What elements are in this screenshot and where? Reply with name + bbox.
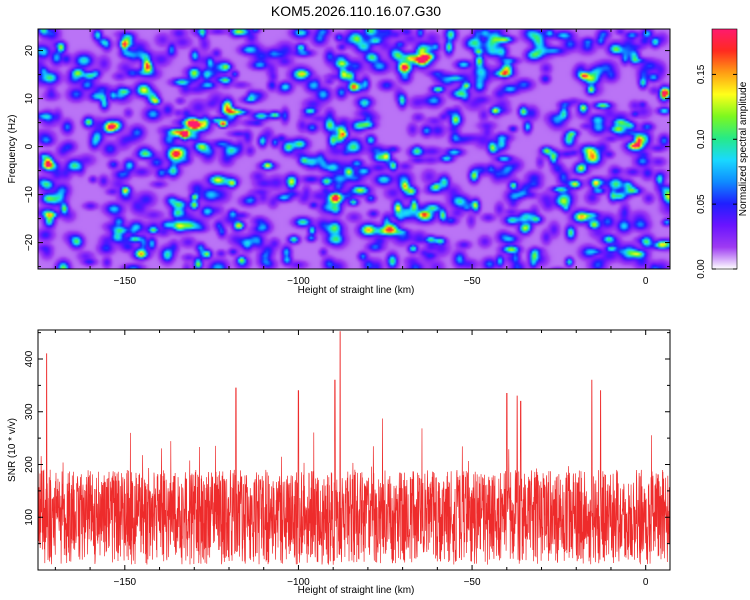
colorbar: 0.00 0.05 0.10 0.15 Normalized spectral amp… xyxy=(696,28,749,279)
colorbar-ticks: 0.00 0.05 0.10 0.15 xyxy=(696,64,737,279)
colorbar-gradient xyxy=(711,28,738,270)
spectrogram-x-axis-label: Height of straight line (km) xyxy=(298,285,415,296)
snr-x-tick-label: −150 xyxy=(114,577,137,588)
snr-series-line xyxy=(38,331,670,565)
spectrogram-x-tick-label: 0 xyxy=(643,276,649,287)
figure-title: KOM5.2026.110.16.07.G30 xyxy=(271,3,441,19)
snr-y-tick-label: 400 xyxy=(24,350,35,367)
spectrogram-y-tick-label: 0 xyxy=(24,143,35,149)
snr-ticks: −150 −100 −50 0 100 200 300 400 xyxy=(24,330,670,588)
colorbar-tick-label: 0.00 xyxy=(696,259,707,279)
spectrogram-y-axis-label: Frequency (Hz) xyxy=(7,115,18,184)
snr-y-axis-label: SNR (10 * v/v) xyxy=(7,418,18,482)
snr-y-tick-label: 300 xyxy=(24,403,35,420)
spectrogram-y-tick-label: 10 xyxy=(24,93,35,105)
colorbar-tick-label: 0.15 xyxy=(696,64,707,84)
colorbar-tick-label: 0.10 xyxy=(696,129,707,149)
spectrogram-x-tick-label: −150 xyxy=(114,276,137,287)
snr-x-tick-label: −100 xyxy=(287,577,310,588)
spectrogram-x-tick-label: −50 xyxy=(464,276,481,287)
snr-frame xyxy=(37,329,671,571)
snr-y-tick-label: 100 xyxy=(24,508,35,525)
snr-y-tick-label: 200 xyxy=(24,456,35,473)
spectrogram-y-tick-label: −10 xyxy=(24,186,35,203)
spectrogram-y-tick-label: 20 xyxy=(24,45,35,57)
spectrogram-frame xyxy=(37,28,671,270)
spectrogram-x-tick-label: −100 xyxy=(287,276,310,287)
snr-x-tick-label: 0 xyxy=(643,577,649,588)
snr-panel: −150 −100 −50 0 100 200 300 400 Height of strai… xyxy=(7,329,671,596)
spectrogram-heatmap xyxy=(38,29,670,269)
snr-x-tick-label: −50 xyxy=(464,577,481,588)
snr-x-axis-label: Height of straight line (km) xyxy=(298,585,415,596)
colorbar-tick-label: 0.05 xyxy=(696,194,707,214)
spectrogram-y-tick-label: −20 xyxy=(24,234,35,251)
colorbar-label: Normalized spectral amplitude xyxy=(738,81,749,216)
